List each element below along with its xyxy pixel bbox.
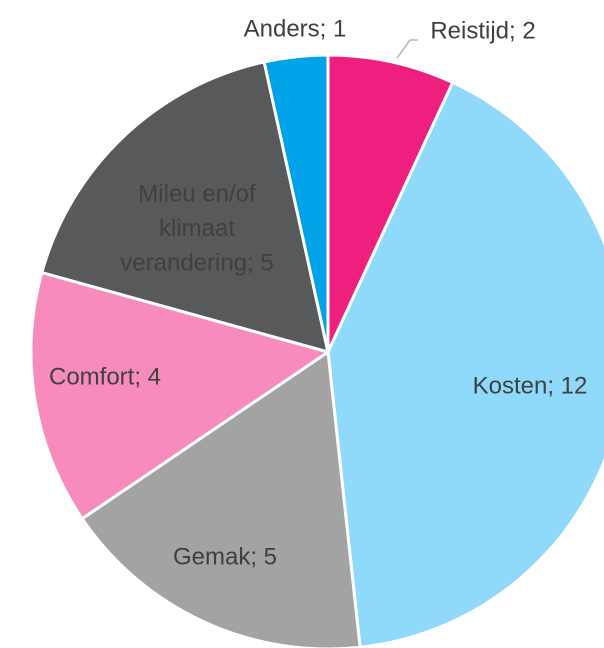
data-label: Mileu en/of klimaat verandering; 5 [120, 181, 273, 277]
pie-slice [262, 53, 330, 354]
leader-line [396, 39, 418, 59]
data-label: Reistijd; 2 [430, 17, 535, 44]
data-label: Comfort; 4 [49, 363, 161, 390]
data-label: Anders; 1 [244, 15, 347, 42]
data-label: Kosten; 12 [473, 372, 588, 399]
pie-slice [29, 271, 330, 521]
data-label: Gemak; 5 [173, 543, 277, 570]
pie-slice [80, 350, 362, 648]
pie-slice [326, 53, 455, 354]
pie-slice [40, 60, 330, 354]
pie-slice [326, 80, 604, 648]
